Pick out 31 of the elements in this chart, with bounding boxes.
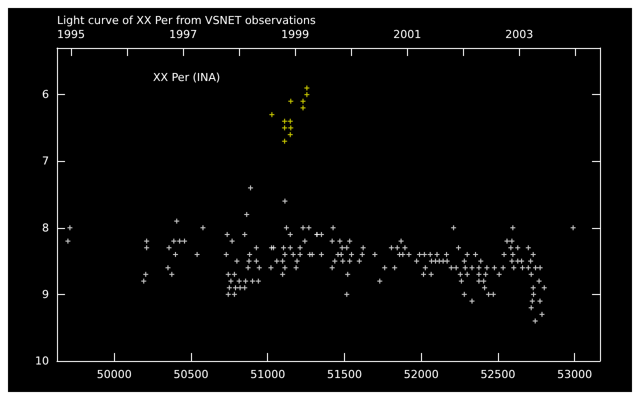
y-tick-label: 10 <box>35 354 49 368</box>
x-tick-label: 51000 <box>250 368 286 381</box>
x2-tick-label: 2003 <box>505 28 534 41</box>
y-tick-label: 8 <box>42 221 49 234</box>
point <box>304 85 310 90</box>
point <box>269 112 274 118</box>
point <box>282 138 288 144</box>
x2-tick-label: 1997 <box>169 28 198 41</box>
x2-tick-label: 1995 <box>57 28 86 41</box>
point <box>288 125 294 130</box>
x-tick-label: 50500 <box>173 368 208 381</box>
x-tick-label: 53000 <box>557 368 592 381</box>
point <box>282 118 288 124</box>
point <box>304 92 310 98</box>
y-tick-label: 6 <box>42 88 49 102</box>
point <box>282 125 288 130</box>
x2-tick-label: 1999 <box>281 28 310 41</box>
y-tick-label: 7 <box>42 154 49 168</box>
chart-title: Light curve of XX Per from VSNET observations <box>57 14 316 27</box>
point <box>300 98 306 104</box>
annotation: XX Per (INA) <box>153 71 220 84</box>
point <box>288 132 293 138</box>
point <box>300 105 306 110</box>
point <box>288 118 293 124</box>
y-tick-label: 9 <box>42 288 49 301</box>
x2-tick-label: 2001 <box>393 28 422 41</box>
point <box>288 98 294 104</box>
x-tick-label: 50000 <box>96 368 132 381</box>
x-tick-label: 52000 <box>404 368 439 381</box>
x-tick-label: 52500 <box>480 368 516 381</box>
x-tick-label: 51500 <box>326 368 362 381</box>
